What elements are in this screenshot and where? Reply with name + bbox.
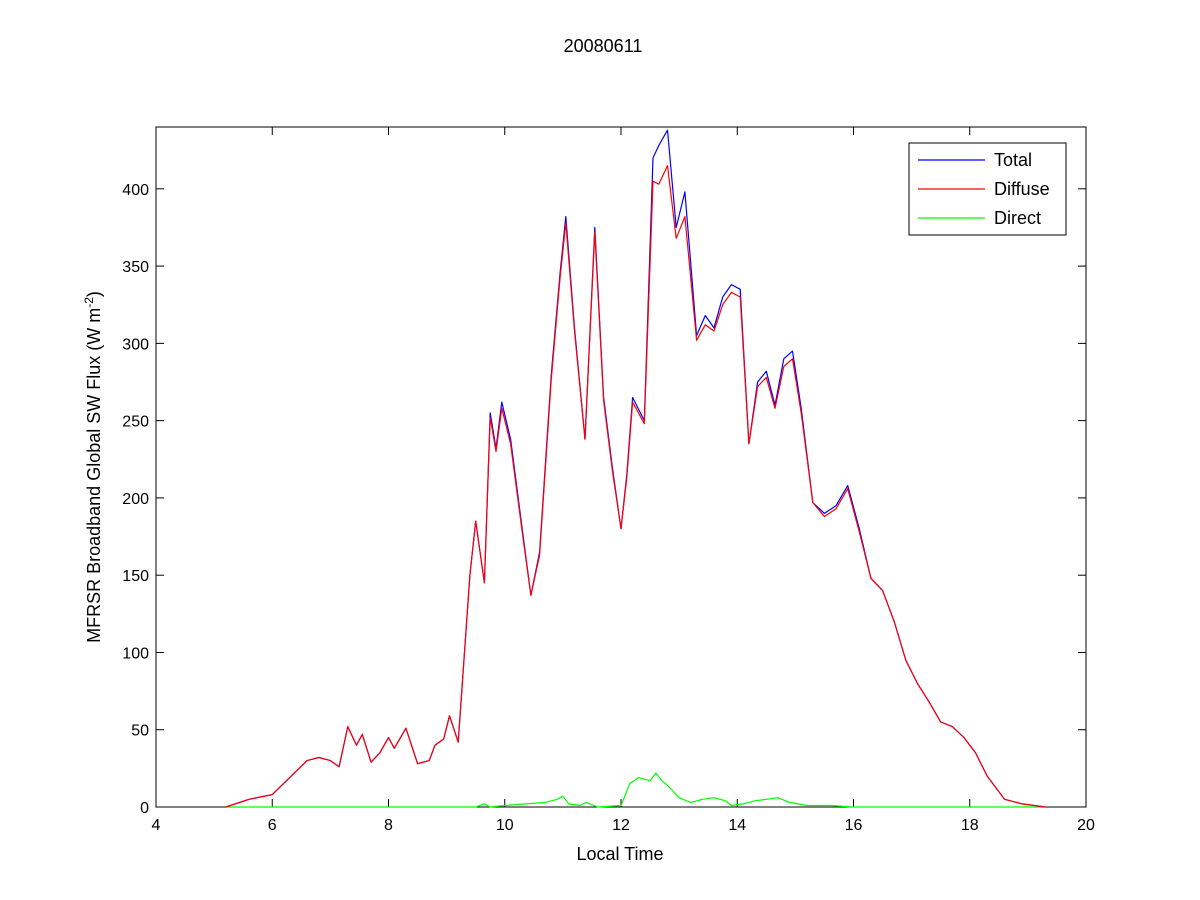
- y-axis-label-suffix: ): [84, 291, 104, 297]
- legend-entries: Total Diffuse Direct: [918, 150, 1050, 228]
- x-tick-label: 16: [845, 817, 863, 834]
- y-axis-label-superscript: -2: [82, 297, 96, 308]
- x-tick-label: 18: [961, 817, 979, 834]
- legend-label-diffuse: Diffuse: [994, 179, 1050, 199]
- y-tick-label: 200: [122, 491, 149, 508]
- series-lines: [225, 129, 1046, 808]
- x-axis-label: Local Time: [576, 844, 663, 864]
- y-tick-label: 400: [122, 182, 149, 199]
- series-line-diffuse: [225, 165, 1046, 808]
- y-tick-label: 300: [122, 336, 149, 353]
- x-tick-label: 10: [496, 817, 514, 834]
- y-tick-label: 350: [122, 259, 149, 276]
- y-tick-label: 50: [131, 723, 149, 740]
- x-tick-label: 14: [728, 817, 746, 834]
- y-tick-label: 0: [140, 800, 149, 817]
- legend: Total Diffuse Direct: [908, 142, 1067, 236]
- y-tick-label: 150: [122, 568, 149, 585]
- legend-label-total: Total: [994, 150, 1032, 170]
- plot-area: [155, 126, 1087, 808]
- y-tick-label: 100: [122, 645, 149, 662]
- x-tick-label: 8: [384, 817, 393, 834]
- series-line-direct: [225, 772, 1046, 808]
- x-tick-label: 12: [612, 817, 630, 834]
- x-tick-label: 20: [1077, 817, 1095, 834]
- chart-title: 20080611: [564, 36, 643, 56]
- y-axis-label: MFRSR Broadband Global SW Flux (W m-2): [82, 291, 104, 643]
- x-tick-label: 4: [152, 817, 161, 834]
- x-tick-label: 6: [268, 817, 277, 834]
- y-axis-label-prefix: MFRSR Broadband Global SW Flux (W m: [84, 308, 104, 643]
- legend-label-direct: Direct: [994, 208, 1041, 228]
- y-tick-label: 250: [122, 414, 149, 431]
